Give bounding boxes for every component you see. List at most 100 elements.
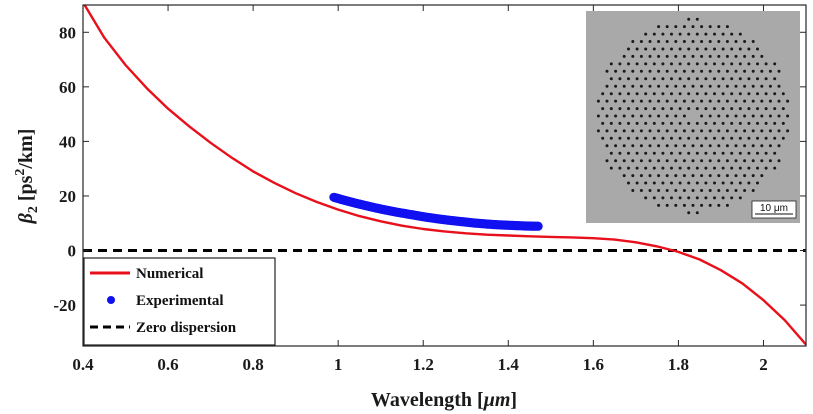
y-tick-label: 0 xyxy=(68,242,77,261)
inset-hole xyxy=(665,69,669,73)
inset-hole xyxy=(596,99,600,103)
inset-hole xyxy=(708,40,712,43)
inset-hole xyxy=(652,77,656,81)
inset-hole xyxy=(781,92,785,96)
inset-hole xyxy=(760,84,764,88)
inset-hole xyxy=(648,174,652,178)
inset-hole xyxy=(756,92,759,96)
inset-hole xyxy=(725,144,729,148)
inset-hole xyxy=(713,121,716,125)
inset-hole xyxy=(756,181,759,185)
inset-hole xyxy=(622,144,626,148)
inset-hole xyxy=(609,77,613,81)
inset-hole xyxy=(725,114,729,118)
inset-hole xyxy=(704,47,708,51)
inset-hole xyxy=(665,84,669,88)
inset-hole xyxy=(644,77,648,81)
inset-hole xyxy=(730,196,734,200)
inset-hole xyxy=(734,129,738,133)
inset-hole xyxy=(652,92,656,96)
x-axis-label-close: ] xyxy=(510,389,517,411)
inset-hole xyxy=(627,62,630,66)
inset-hole xyxy=(695,47,699,51)
inset-hole xyxy=(601,121,605,125)
inset-hole xyxy=(734,69,738,73)
inset-hole xyxy=(652,181,656,185)
inset-hole xyxy=(704,181,708,185)
inset-hole xyxy=(691,25,695,29)
inset-hole xyxy=(678,196,682,200)
inset-hole xyxy=(682,25,686,29)
inset-hole xyxy=(777,99,781,103)
inset-hole xyxy=(644,47,648,51)
inset-hole xyxy=(691,189,695,192)
inset-hole xyxy=(756,151,759,155)
inset-hole xyxy=(661,77,665,81)
inset-hole xyxy=(764,77,768,81)
inset-hole xyxy=(738,47,742,51)
inset-hole xyxy=(674,203,678,207)
inset-hole xyxy=(717,189,721,192)
inset-hole xyxy=(691,99,695,103)
inset-hole xyxy=(678,181,682,185)
inset-hole xyxy=(691,69,695,73)
inset-hole xyxy=(734,159,738,163)
inset-hole xyxy=(661,121,665,125)
inset-hole xyxy=(730,181,734,185)
inset-hole xyxy=(605,114,609,118)
inset-hole xyxy=(700,203,704,207)
inset-hole xyxy=(635,77,639,81)
inset-hole xyxy=(743,54,747,58)
inset-hole xyxy=(700,69,704,73)
inset-hole xyxy=(682,129,686,133)
inset-hole xyxy=(777,144,781,148)
inset-hole xyxy=(639,174,643,178)
inset-hole xyxy=(678,77,682,81)
inset-hole xyxy=(734,84,738,88)
inset-hole xyxy=(730,47,734,51)
inset-hole xyxy=(665,129,669,133)
y-tick-label: 40 xyxy=(59,132,76,151)
inset-hole xyxy=(773,166,777,170)
inset-hole xyxy=(609,62,613,66)
inset-hole xyxy=(756,107,759,111)
inset-hole xyxy=(751,174,755,178)
inset-hole xyxy=(657,40,661,43)
inset-hole xyxy=(622,114,626,118)
inset-hole xyxy=(674,144,678,148)
inset-hole xyxy=(631,174,635,178)
inset-hole xyxy=(670,151,673,155)
series-layer xyxy=(83,5,806,346)
inset-hole xyxy=(760,174,764,178)
inset-hole xyxy=(622,174,626,178)
inset-hole xyxy=(627,136,630,140)
inset-hole xyxy=(768,99,772,103)
legend-label-zero-dispersion: Zero dispersion xyxy=(136,320,237,336)
inset-hole xyxy=(777,84,781,88)
inset-hole xyxy=(764,136,768,140)
legend-label-experimental: Experimental xyxy=(136,293,224,309)
inset-hole xyxy=(721,107,725,111)
inset-hole xyxy=(605,159,609,163)
inset-hole xyxy=(717,25,721,29)
inset-hole xyxy=(713,151,716,155)
inset-hole xyxy=(717,129,721,133)
inset-hole xyxy=(691,174,695,178)
inset-hole xyxy=(725,69,729,73)
legend-swatch-experimental xyxy=(107,296,115,304)
inset-hole xyxy=(665,99,669,103)
inset-hole xyxy=(734,144,738,148)
inset-hole xyxy=(751,159,755,163)
y-tick-label: 80 xyxy=(59,23,76,42)
inset-hole xyxy=(687,77,691,81)
inset-hole xyxy=(743,144,747,148)
inset-hole xyxy=(618,92,622,96)
inset-hole xyxy=(661,136,665,140)
inset-hole xyxy=(639,189,643,192)
inset-hole xyxy=(695,62,699,66)
inset-hole xyxy=(721,62,725,66)
inset-hole xyxy=(682,69,686,73)
inset-hole xyxy=(670,92,673,96)
inset-hole xyxy=(695,77,699,81)
inset-hole xyxy=(751,144,755,148)
